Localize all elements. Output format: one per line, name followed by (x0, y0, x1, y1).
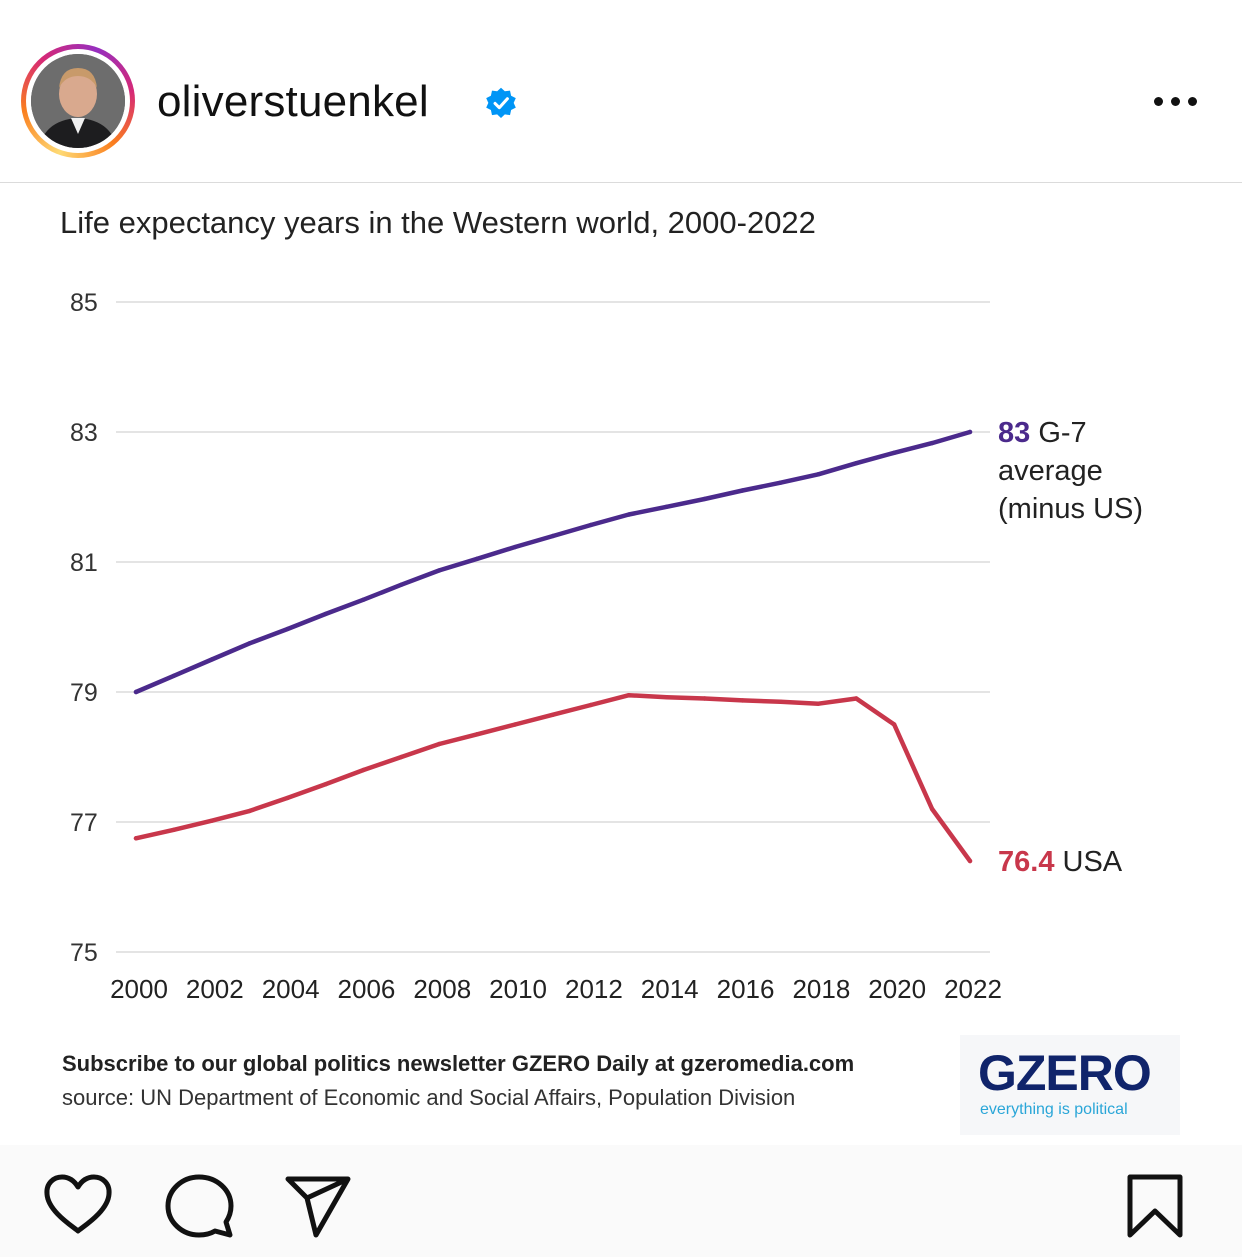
data-point-g7 (437, 568, 442, 573)
x-tick-label: 2004 (262, 974, 320, 1004)
y-tick-label: 85 (70, 289, 98, 317)
data-point-g7 (247, 641, 252, 646)
end-value-usa: 76.4 (998, 846, 1054, 878)
username[interactable]: oliverstuenkel (157, 77, 429, 126)
data-point-usa (474, 732, 480, 737)
profile-photo-icon (31, 54, 125, 148)
more-options-button[interactable] (1150, 88, 1202, 116)
data-point-g7 (323, 611, 328, 617)
x-tick-label: 2012 (565, 974, 623, 1004)
x-tick-label: 2002 (186, 974, 244, 1004)
end-text-g7: (minus US) (998, 493, 1143, 525)
x-tick-label: 2016 (717, 974, 775, 1004)
data-point-g7 (361, 597, 366, 602)
data-point-usa (323, 782, 328, 787)
data-point-usa (133, 836, 139, 841)
data-point-usa (437, 741, 442, 747)
chart-title: Life expectancy years in the Western wor… (60, 205, 816, 240)
end-text-g7: G-7 (1030, 417, 1086, 449)
data-point-g7 (816, 472, 821, 477)
data-point-g7 (778, 480, 783, 485)
data-point-g7 (740, 488, 745, 493)
y-tick-label: 81 (70, 549, 98, 577)
comment-icon[interactable] (164, 1173, 234, 1239)
data-point-g7 (209, 657, 215, 662)
story-ring[interactable] (21, 44, 135, 158)
data-point-g7 (929, 440, 935, 446)
data-point-usa (247, 808, 252, 814)
x-tick-label: 2020 (868, 974, 926, 1004)
x-tick-label: 2006 (338, 974, 396, 1004)
data-point-usa (361, 767, 366, 773)
post-image[interactable]: Life expectancy years in the Western wor… (0, 183, 1242, 1145)
data-point-usa (740, 698, 745, 703)
life-expectancy-chart: 85 83 81 79 77 75 2000 2002 2004 2006 2008 2010 2012… (70, 289, 1143, 1004)
data-point-usa (967, 858, 973, 864)
end-value-g7: 83 (998, 417, 1030, 449)
header-divider (0, 182, 1242, 183)
data-point-usa (550, 712, 556, 717)
data-point-usa (664, 695, 669, 700)
data-point-g7 (512, 544, 518, 550)
y-tick-label: 83 (70, 419, 98, 447)
subscribe-note: Subscribe to our global politics newslet… (62, 1051, 855, 1076)
gzero-logo: GZERO everything is political (960, 1035, 1180, 1135)
x-tick-label: 2014 (641, 974, 699, 1004)
data-point-g7 (285, 626, 290, 632)
x-tick-label: 2008 (413, 974, 471, 1004)
avatar[interactable] (31, 54, 125, 148)
x-tick-label: 2010 (489, 974, 547, 1004)
data-point-g7 (588, 522, 594, 528)
more-horizontal-icon (1154, 97, 1163, 106)
logo-text: GZERO (978, 1045, 1152, 1101)
verified-badge-icon (486, 87, 516, 118)
data-point-g7 (626, 512, 632, 517)
source-note: source: UN Department of Economic and So… (62, 1085, 796, 1110)
send-icon[interactable] (284, 1175, 352, 1239)
data-point-usa (891, 722, 897, 727)
data-point-usa (702, 696, 707, 701)
y-tick-label: 77 (70, 809, 98, 837)
data-point-g7 (664, 504, 669, 509)
x-tick-label: 2000 (110, 974, 168, 1004)
heart-icon[interactable] (42, 1173, 114, 1237)
data-point-g7 (474, 556, 480, 561)
data-point-g7 (891, 450, 897, 455)
end-text-g7: average (998, 455, 1103, 487)
x-tick-label: 2022 (944, 974, 1002, 1004)
y-tick-label: 79 (70, 679, 98, 707)
data-point-usa (778, 699, 783, 704)
end-label-usa: 76.4 USA (998, 846, 1123, 878)
data-point-usa (626, 693, 632, 698)
data-point-g7 (702, 496, 707, 502)
logo-tagline: everything is political (980, 1101, 1128, 1118)
data-point-g7 (967, 429, 973, 435)
data-point-usa (854, 696, 859, 701)
data-point-usa (171, 827, 177, 832)
x-tick-label: 2018 (792, 974, 850, 1004)
data-point-g7 (133, 689, 139, 695)
y-tick-label: 75 (70, 939, 98, 967)
data-point-g7 (399, 582, 404, 587)
bookmark-icon[interactable] (1126, 1173, 1184, 1239)
series-line-usa (133, 692, 973, 864)
data-point-usa (399, 754, 404, 760)
data-point-usa (929, 806, 935, 812)
end-text-usa: USA (1054, 846, 1122, 878)
data-point-g7 (854, 461, 859, 466)
data-point-usa (588, 702, 594, 708)
data-point-usa (285, 795, 290, 801)
data-point-g7 (550, 533, 556, 539)
data-point-usa (816, 701, 821, 706)
data-point-usa (512, 722, 518, 727)
post-header: oliverstuenkel (0, 0, 1242, 182)
data-point-g7 (171, 673, 177, 678)
data-point-usa (209, 818, 215, 823)
end-label-g7: 83 G-7 (998, 417, 1087, 449)
action-bar (0, 1145, 1242, 1257)
